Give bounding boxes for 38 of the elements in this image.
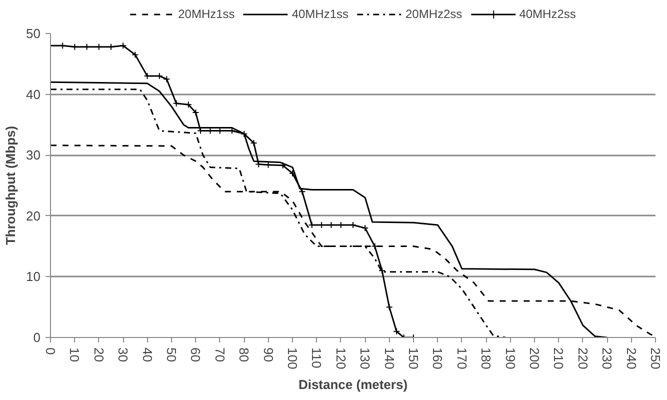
x-axis-title: Distance (meters) bbox=[298, 377, 408, 392]
x-tick-label: 10 bbox=[67, 348, 82, 362]
legend-label: 40MHz2ss bbox=[519, 7, 576, 21]
legend-label: 20MHz1ss bbox=[178, 7, 235, 21]
x-tick-label: 50 bbox=[164, 348, 179, 362]
x-tick-label: 230 bbox=[600, 348, 615, 370]
y-tick-label: 30 bbox=[26, 148, 41, 163]
x-tick-label: 30 bbox=[116, 348, 131, 362]
x-tick-label: 190 bbox=[502, 348, 518, 370]
x-tick-label: 210 bbox=[551, 348, 566, 370]
legend-label: 20MHz2ss bbox=[406, 7, 462, 21]
x-tick-label: 130 bbox=[358, 348, 373, 370]
x-tick-label: 200 bbox=[527, 348, 542, 370]
x-tick-label: 140 bbox=[382, 348, 397, 370]
x-tick-label: 40 bbox=[140, 348, 155, 362]
x-tick-label: 60 bbox=[188, 348, 204, 362]
y-tick-label: 10 bbox=[26, 269, 41, 284]
x-tick-label: 170 bbox=[454, 348, 470, 370]
x-tick-label: 160 bbox=[430, 348, 446, 370]
x-tick-label: 20 bbox=[91, 348, 106, 362]
x-tick-label: 240 bbox=[624, 348, 639, 370]
x-tick-label: 100 bbox=[285, 348, 300, 370]
x-tick-label: 120 bbox=[333, 348, 348, 370]
y-tick-label: 0 bbox=[33, 330, 41, 345]
x-tick-label: 80 bbox=[236, 348, 252, 362]
y-tick-label: 20 bbox=[26, 208, 41, 224]
x-tick-label: 250 bbox=[648, 348, 663, 370]
x-tick-label: 150 bbox=[406, 348, 421, 370]
y-tick-label: 50 bbox=[26, 26, 41, 41]
y-tick-label: 40 bbox=[26, 86, 41, 102]
x-tick-label: 70 bbox=[212, 348, 228, 362]
legend-label: 40MHz1ss bbox=[292, 7, 348, 21]
x-tick-label: 180 bbox=[478, 348, 494, 370]
x-tick-label: 110 bbox=[309, 348, 324, 368]
x-tick-label: 0 bbox=[43, 348, 58, 355]
y-axis-title: Throughput (Mbps) bbox=[3, 126, 18, 246]
x-tick-label: 220 bbox=[575, 348, 590, 370]
x-tick-label: 90 bbox=[260, 348, 276, 362]
